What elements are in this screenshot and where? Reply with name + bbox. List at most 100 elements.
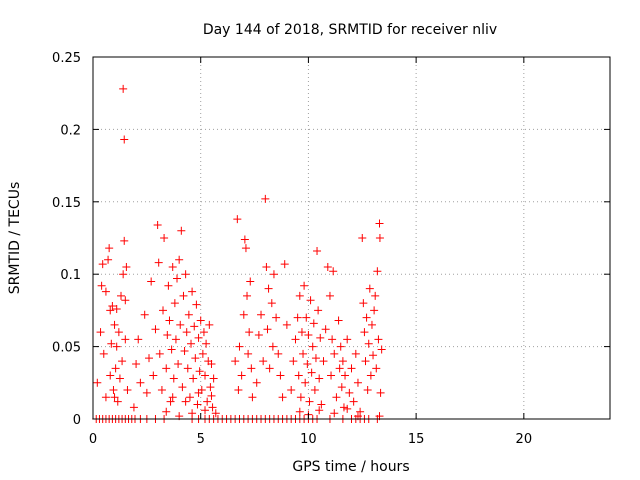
data-point (329, 267, 338, 276)
data-point (332, 393, 341, 402)
data-point (345, 388, 354, 397)
data-point (244, 349, 253, 358)
data-point (246, 277, 255, 286)
data-point (97, 281, 106, 290)
data-point (209, 374, 218, 383)
data-point (121, 335, 130, 344)
data-point (165, 316, 174, 325)
data-point (259, 357, 268, 366)
data-point (104, 255, 113, 264)
data-point (360, 328, 369, 337)
data-point (181, 270, 190, 279)
data-point (252, 378, 261, 387)
data-point (182, 328, 191, 337)
data-point (151, 325, 160, 334)
data-point (207, 391, 216, 400)
data-point (269, 270, 278, 279)
x-tick-label: 20 (516, 432, 533, 447)
data-point (358, 234, 367, 242)
data-point (308, 342, 317, 351)
data-point (190, 322, 199, 331)
data-point (203, 397, 212, 406)
data-point (129, 403, 138, 412)
data-point (96, 328, 105, 337)
data-point (359, 299, 368, 308)
data-point (363, 386, 372, 395)
data-point (155, 349, 164, 358)
data-point (240, 235, 249, 244)
data-point (367, 320, 376, 329)
data-point (169, 374, 178, 383)
data-point (178, 383, 187, 392)
data-point (278, 393, 287, 402)
data-point (206, 383, 215, 392)
data-point (110, 320, 119, 329)
data-point (173, 274, 182, 283)
data-point (343, 335, 352, 344)
data-point (294, 371, 303, 380)
data-point (323, 262, 332, 271)
data-point (262, 262, 271, 271)
data-point (109, 386, 118, 395)
data-point (289, 357, 298, 366)
data-point (107, 339, 116, 348)
data-point (175, 255, 184, 264)
data-point (159, 306, 168, 315)
data-point (305, 397, 314, 406)
data-point (337, 383, 346, 392)
data-point (362, 313, 371, 322)
data-point (111, 364, 120, 373)
data-point (189, 374, 198, 383)
tick-labels: 0 5 10 15 20 0 0.05 0.1 0.15 0.2 0.25 (52, 51, 532, 447)
data-point (361, 357, 370, 366)
axis-ticks (92, 56, 610, 420)
data-point (183, 364, 192, 373)
y-tick-label: 0 (73, 413, 81, 428)
data-point (208, 403, 217, 412)
data-point (313, 247, 322, 256)
data-point (112, 342, 121, 351)
data-point (101, 287, 110, 296)
data-point (328, 335, 337, 344)
data-point (263, 325, 272, 334)
data-point (168, 393, 177, 402)
data-point (115, 374, 124, 383)
data-point (168, 262, 177, 271)
data-point (196, 316, 205, 325)
data-point (198, 349, 207, 358)
data-point (264, 284, 273, 293)
data-point (314, 306, 323, 315)
data-point (302, 313, 311, 322)
data-point (188, 287, 197, 296)
data-point (99, 349, 108, 358)
plot-frame (92, 56, 611, 420)
data-point (187, 339, 196, 348)
data-point (349, 397, 358, 406)
data-point (241, 244, 250, 253)
data-point (117, 291, 126, 300)
grid-lines (93, 57, 610, 419)
y-tick-label: 0.2 (60, 123, 81, 138)
data-point (338, 357, 347, 366)
data-point (310, 386, 319, 395)
data-point (257, 310, 266, 319)
data-point (319, 357, 328, 366)
data-point (112, 304, 121, 313)
data-point (202, 339, 211, 348)
data-point (188, 409, 197, 418)
data-point (375, 234, 384, 242)
data-point (167, 345, 176, 354)
data-point (176, 320, 185, 329)
data-point (201, 371, 210, 380)
x-tick-label: 5 (197, 432, 205, 447)
data-point (295, 407, 304, 416)
data-point (309, 319, 318, 328)
data-point (339, 403, 348, 412)
data-point (267, 299, 276, 308)
data-point (282, 320, 291, 329)
data-point (372, 364, 381, 373)
data-point (123, 386, 132, 395)
data-point (293, 313, 302, 322)
data-point (119, 84, 128, 93)
data-point (120, 236, 129, 245)
